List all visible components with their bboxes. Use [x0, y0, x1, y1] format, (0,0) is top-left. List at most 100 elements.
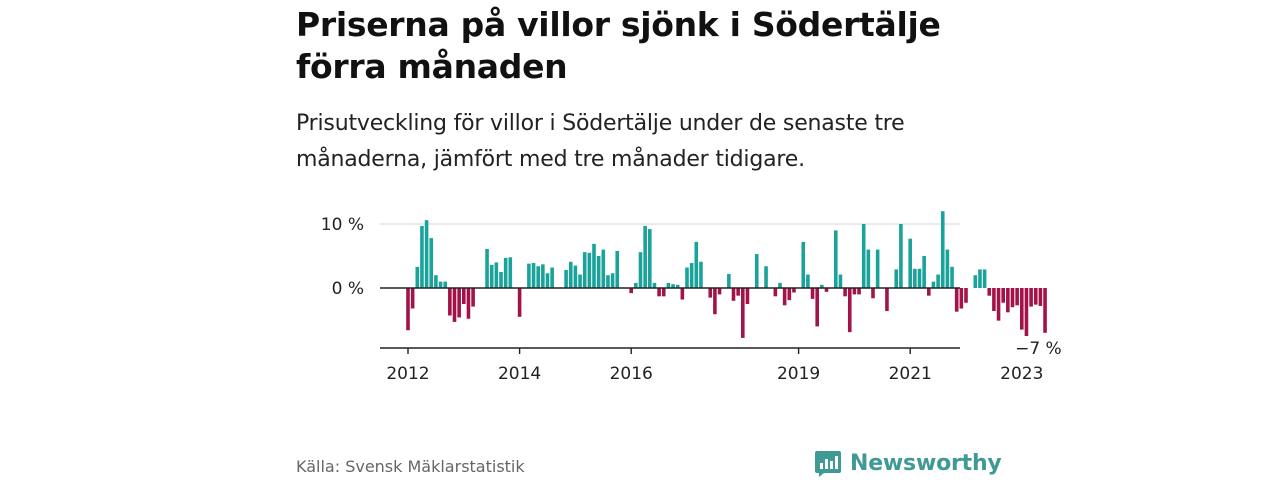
bar [517, 288, 522, 317]
bar [462, 288, 466, 304]
bar [657, 288, 661, 297]
bar [847, 288, 852, 333]
x-tick-label: 2012 [386, 364, 429, 384]
bar [838, 274, 843, 288]
bar [494, 262, 499, 288]
bar [541, 264, 545, 288]
bar [564, 270, 568, 288]
bar [708, 288, 713, 298]
bar [899, 224, 903, 288]
bar [457, 288, 461, 318]
bar [610, 273, 615, 288]
bar [1024, 288, 1029, 336]
bar [652, 282, 657, 288]
bar [573, 265, 578, 288]
bar [908, 238, 912, 288]
bar [940, 211, 945, 288]
bar [922, 256, 926, 288]
bars-layer [406, 211, 1047, 338]
bar [1038, 288, 1043, 306]
bar [666, 282, 671, 288]
bar [954, 288, 959, 312]
x-tick-label: 2019 [777, 364, 820, 384]
y-tick-label: 10 % [321, 215, 364, 235]
bar [815, 288, 819, 327]
bar [601, 249, 606, 288]
bar [448, 288, 452, 316]
bar [1010, 288, 1015, 308]
bar [717, 288, 722, 295]
bar [820, 284, 824, 288]
end-label-background [1010, 337, 1073, 359]
bar [471, 288, 475, 307]
bar [648, 229, 652, 288]
bar [680, 288, 685, 300]
bar [499, 272, 503, 288]
bar [787, 288, 792, 301]
bar [606, 275, 610, 288]
bar [550, 267, 554, 288]
bar [694, 241, 699, 288]
bar [508, 257, 513, 288]
bar [485, 248, 489, 288]
bar [1001, 288, 1005, 303]
bar [913, 268, 917, 288]
brand-name: Newsworthy [850, 450, 1002, 476]
bar [745, 288, 750, 304]
bar [736, 288, 740, 296]
bar [778, 282, 782, 288]
bar [420, 225, 424, 288]
bar [754, 254, 759, 288]
bar [689, 263, 694, 288]
bar [1033, 288, 1038, 305]
x-tick-label: 2016 [610, 364, 653, 384]
bar [578, 274, 582, 288]
bar [931, 281, 936, 288]
bar [1029, 288, 1033, 307]
x-tick-label: 2014 [498, 364, 541, 384]
bar [834, 230, 838, 288]
brand-logo[interactable]: Newsworthy [814, 446, 1002, 480]
bar [773, 288, 778, 297]
bar [661, 288, 666, 297]
label-layer: 10 % 0 % 2012 2014 2016 2019 2021 2023 −7 % [321, 215, 1073, 384]
y-tick-label: 0 % [332, 279, 364, 299]
bar [852, 288, 857, 295]
bar [489, 264, 494, 288]
bar [810, 288, 815, 299]
bar [675, 284, 680, 288]
bar [964, 288, 968, 303]
bar [1043, 288, 1047, 333]
axis-layer [380, 287, 1023, 354]
bar [424, 220, 429, 288]
chart-subtitle: Prisutveckling för villor i Södertälje u… [296, 111, 905, 172]
bar [885, 288, 889, 312]
bar [443, 281, 447, 288]
bar [782, 288, 787, 306]
bar [452, 288, 457, 322]
bar [917, 268, 922, 288]
chart-title: Priserna på villor sjönk i Södertälje fö… [296, 5, 941, 86]
bar [638, 252, 643, 288]
bar [1006, 288, 1010, 313]
newsworthy-chart-bubble-icon [815, 451, 841, 477]
bar [945, 249, 950, 288]
bar [410, 288, 415, 309]
source-note: Källa: Svensk Mäklarstatistik [296, 457, 525, 476]
bar [950, 266, 954, 288]
bar [792, 288, 796, 293]
bar-chart: 10 % 0 % 2012 2014 2016 2019 2021 2023 −7 % [320, 211, 1073, 384]
end-value-label: −7 % [1015, 339, 1062, 359]
bar [894, 269, 899, 288]
bar [741, 288, 745, 338]
bar [643, 225, 647, 288]
bar [466, 288, 471, 319]
bar [806, 274, 810, 288]
bar [871, 288, 875, 299]
bar [843, 288, 847, 297]
bar [875, 249, 880, 288]
bar [978, 269, 982, 288]
bar [699, 261, 703, 288]
bar [671, 284, 675, 288]
bar [615, 250, 620, 288]
